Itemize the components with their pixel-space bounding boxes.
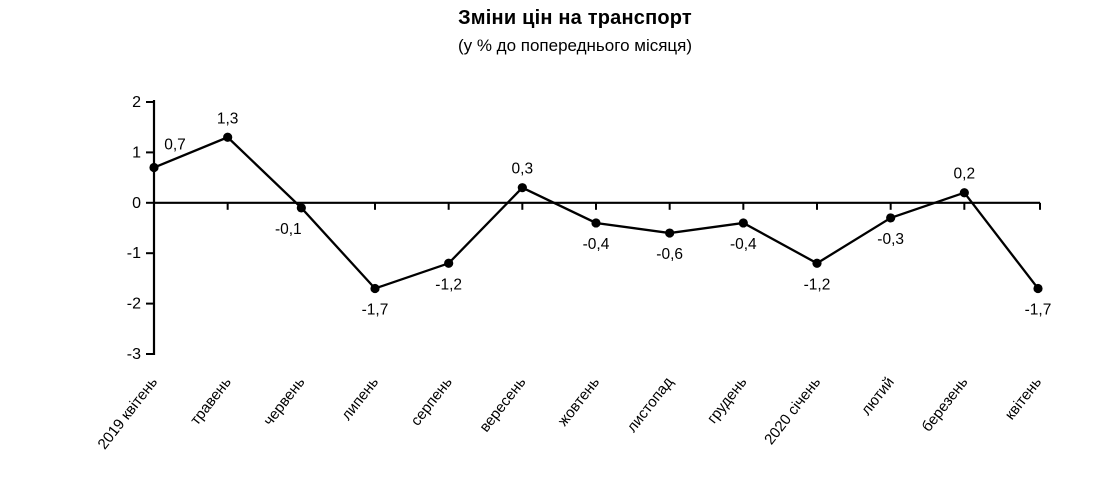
data-point xyxy=(370,283,380,294)
value-label: -0,1 xyxy=(275,221,302,238)
chart-subtitle: (у % до попереднього місяця) xyxy=(457,36,693,55)
y-tick-label: 2 xyxy=(132,94,141,111)
data-point xyxy=(444,258,454,268)
y-tick-label: 1 xyxy=(132,144,141,161)
x-axis-label: серпень xyxy=(407,374,455,429)
value-label: -0,4 xyxy=(730,236,757,253)
y-tick-label: -3 xyxy=(127,346,141,363)
x-axis-label: лютий xyxy=(858,374,898,419)
value-label: -0,4 xyxy=(583,236,610,253)
x-axis-label: грудень xyxy=(704,374,751,427)
x-axis-label: вересень xyxy=(476,374,529,436)
x-axis-label: липень xyxy=(338,374,382,424)
data-point xyxy=(149,162,159,173)
data-point xyxy=(591,218,601,228)
data-point xyxy=(959,188,969,198)
x-axis-label: 2020 січень xyxy=(761,374,824,448)
data-point xyxy=(886,213,896,223)
x-axis-label: 2019 квітень xyxy=(94,374,161,453)
value-label: -1,2 xyxy=(435,276,462,293)
y-tick-label: 0 xyxy=(132,195,141,212)
data-point xyxy=(517,183,527,193)
x-axis-label: березень xyxy=(919,374,972,435)
y-tick-label: -1 xyxy=(127,245,141,262)
x-axis-label: червень xyxy=(260,374,308,429)
value-label: 1,3 xyxy=(217,110,239,127)
value-label: -1,2 xyxy=(804,276,831,293)
data-point xyxy=(1033,283,1043,294)
data-point xyxy=(665,228,675,238)
x-axis-label: квітень xyxy=(1002,374,1046,423)
value-label: -1,7 xyxy=(362,301,389,318)
data-point xyxy=(223,132,233,142)
value-label: 0,7 xyxy=(164,137,186,154)
data-line xyxy=(153,135,1039,290)
y-tick-label: -2 xyxy=(127,296,141,313)
x-axis-label: листопад xyxy=(623,374,677,436)
value-label: -1,7 xyxy=(1025,301,1052,318)
value-label: -0,6 xyxy=(656,246,683,263)
x-axis-label: жовтень xyxy=(555,374,604,430)
data-point xyxy=(738,218,748,228)
chart-title: Зміни цін на транспорт xyxy=(458,7,692,29)
x-axis-label: травень xyxy=(187,374,235,429)
value-label: -0,3 xyxy=(877,231,904,248)
data-point xyxy=(812,258,822,268)
value-label: 0,3 xyxy=(512,161,534,178)
value-label: 0,2 xyxy=(954,166,976,183)
data-point xyxy=(296,203,306,213)
